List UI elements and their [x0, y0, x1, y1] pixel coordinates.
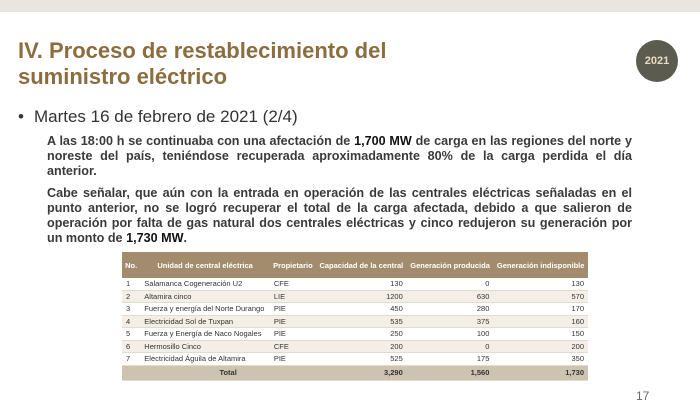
- cell: PIE: [269, 327, 316, 341]
- text: .: [183, 231, 187, 245]
- table-row: 6 Hermosillo Cinco CFE 200 0 200: [122, 340, 588, 353]
- total-cell: 1,560: [406, 365, 494, 381]
- paragraph: Cabe señalar, que aún con la entrada en …: [47, 186, 632, 246]
- top-band: [0, 0, 700, 12]
- cell: 150: [493, 327, 588, 341]
- bold-text: 1,700 MW: [354, 134, 412, 148]
- cell: 6: [122, 340, 141, 353]
- cell: 630: [406, 290, 494, 303]
- bold-text: 1,730 MW: [126, 231, 184, 245]
- cell: Hermosillo Cinco: [140, 340, 270, 353]
- cell: 0: [406, 340, 494, 353]
- cell: CFE: [269, 340, 316, 353]
- cell: PIE: [269, 302, 316, 316]
- page-number: 17: [636, 389, 650, 403]
- table-row: 7 Electricidad Águila de Altamira PIE 525 17…: [122, 352, 588, 366]
- cell: 280: [406, 302, 494, 316]
- table-row: 3 Fuerza y energía del Norte Durango PIE 45…: [122, 302, 588, 316]
- cell: 130: [493, 278, 588, 291]
- bullet: Martes 16 de febrero de 2021 (2/4): [18, 107, 298, 127]
- total-cell: 3,290: [315, 365, 407, 381]
- table-row: 2 Altamira cinco LIE 1200 630 570: [122, 290, 588, 303]
- table-row: 4 Electricidad Sol de Tuxpan PIE 535 375 160: [122, 315, 588, 328]
- cell: 250: [315, 327, 407, 341]
- column-header: Capacidad de la central: [315, 252, 407, 278]
- cell: 350: [493, 352, 588, 366]
- cell: PIE: [269, 352, 316, 366]
- table-row: 1 Salamanca Cogeneración U2 CFE 130 0 130: [122, 278, 588, 291]
- column-header: Unidad de central eléctrica: [140, 252, 270, 278]
- total-label: Total: [140, 365, 316, 381]
- cell: LIE: [269, 290, 316, 303]
- column-header: Propietario: [269, 252, 316, 278]
- cell: 100: [406, 327, 494, 341]
- cell: 5: [122, 327, 141, 341]
- total-row: Total 3,290 1,560 1,730: [122, 365, 588, 381]
- cell: CFE: [269, 278, 316, 291]
- cell: 570: [493, 290, 588, 303]
- cell: 175: [406, 352, 494, 366]
- cell: 450: [315, 302, 407, 316]
- cell: 3: [122, 302, 141, 316]
- cell: Electricidad Águila de Altamira: [140, 352, 270, 366]
- cell: 2: [122, 290, 141, 303]
- cell: Fuerza y energía del Norte Durango: [140, 302, 270, 316]
- cell: 525: [315, 352, 407, 366]
- cell: Electricidad Sol de Tuxpan: [140, 315, 270, 328]
- cell: Salamanca Cogeneración U2: [140, 278, 270, 291]
- column-header: Generación indisponible: [493, 252, 588, 278]
- cell: Fuerza y Energía de Naco Nogales: [140, 327, 270, 341]
- text: A las 18:00 h se continuaba con una afec…: [47, 134, 355, 148]
- cell: 200: [315, 340, 407, 353]
- cell: PIE: [269, 315, 316, 328]
- paragraph: A las 18:00 h se continuaba con una afec…: [47, 134, 632, 179]
- cell: Altamira cinco: [140, 290, 270, 303]
- logo: 2021: [636, 40, 678, 82]
- cell: 7: [122, 352, 141, 366]
- table: No. Unidad de central eléctrica Propietari…: [122, 252, 588, 381]
- header-row: No. Unidad de central eléctrica Propietari…: [122, 252, 588, 278]
- cell: 1200: [315, 290, 407, 303]
- column-header: Generación producida: [406, 252, 494, 278]
- table-row: 5 Fuerza y Energía de Naco Nogales PIE 250 1…: [122, 327, 588, 341]
- total-cell: 1,730: [493, 365, 588, 381]
- cell: 130: [315, 278, 407, 291]
- title-line: suministro eléctrico: [18, 64, 228, 89]
- text: Cabe señalar, que aún con la entrada en …: [47, 186, 632, 245]
- cell: 1: [122, 278, 141, 291]
- column-header: No.: [122, 252, 141, 278]
- text: de carga en las regiones del norte y nor…: [47, 134, 632, 178]
- cell: 0: [406, 278, 494, 291]
- cell: 4: [122, 315, 141, 328]
- table-body: 1 Salamanca Cogeneración U2 CFE 130 0 130 2 Alt…: [122, 278, 588, 381]
- cell: 535: [315, 315, 407, 328]
- cell: 170: [493, 302, 588, 316]
- title: IV. Proceso de restablecimiento del sumi…: [18, 38, 386, 90]
- cell: 375: [406, 315, 494, 328]
- title-line: IV. Proceso de restablecimiento del: [18, 38, 387, 63]
- cell: 200: [493, 340, 588, 353]
- cell: 160: [493, 315, 588, 328]
